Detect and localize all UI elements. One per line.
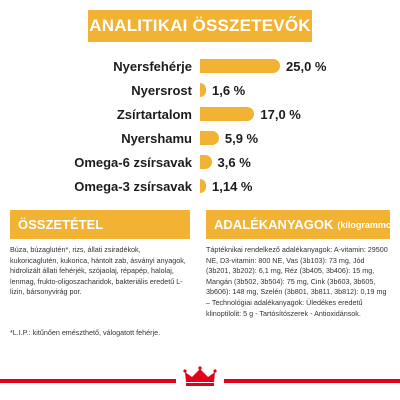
composition-footnote: *L.I.P.: kitűnően emészthető, válogatott… bbox=[10, 328, 161, 337]
nutrient-label: Omega-6 zsírsavak bbox=[74, 154, 192, 170]
nutrient-row: Nyershamu 5,9 % bbox=[0, 128, 400, 148]
nutrient-value: 25,0 % bbox=[286, 58, 327, 74]
additives-header: ADALÉKANYAGOK (kilogrammonként) bbox=[206, 210, 390, 239]
nutrient-bar bbox=[200, 155, 212, 169]
nutrient-row: Omega-3 zsírsavak 1,14 % bbox=[0, 176, 400, 196]
nutrient-value: 1,6 % bbox=[212, 82, 246, 98]
nutrient-label: Nyersfehérje bbox=[113, 58, 192, 74]
composition-text: Búza, búzaglutén*, rizs, állati zsiradék… bbox=[10, 245, 186, 297]
nutrient-row: Nyersrost 1,6 % bbox=[0, 80, 400, 100]
nutrient-bar bbox=[200, 131, 219, 145]
nutrient-value: 17,0 % bbox=[260, 106, 301, 122]
brand-divider-right bbox=[224, 379, 400, 383]
additives-header-label: ADALÉKANYAGOK bbox=[214, 217, 334, 232]
nutrient-bar bbox=[200, 59, 280, 73]
nutrient-row: Omega-6 zsírsavak 3,6 % bbox=[0, 152, 400, 172]
nutrient-bar bbox=[200, 83, 206, 97]
nutrient-label: Zsírtartalom bbox=[116, 106, 192, 122]
nutrient-value: 3,6 % bbox=[217, 154, 251, 170]
nutrient-label: Nyersrost bbox=[131, 82, 192, 98]
nutrient-label: Nyershamu bbox=[121, 130, 192, 146]
crown-icon bbox=[183, 366, 217, 386]
composition-header-label: ÖSSZETÉTEL bbox=[18, 217, 104, 232]
additives-text: Táptéknikai rendelkező adalékanyagok: A-… bbox=[206, 245, 388, 318]
nutrient-bar bbox=[200, 107, 255, 121]
nutrient-bar bbox=[200, 179, 206, 193]
nutrient-label: Omega-3 zsírsavak bbox=[74, 178, 192, 194]
nutrient-value: 1,14 % bbox=[212, 178, 253, 194]
section-title-analytical: ANALITIKAI ÖSSZETEVŐK bbox=[88, 10, 312, 42]
nutrient-value: 5,9 % bbox=[224, 130, 259, 146]
brand-divider-left bbox=[0, 379, 176, 383]
nutrient-row: Zsírtartalom 17,0 % bbox=[0, 104, 400, 124]
composition-header: ÖSSZETÉTEL bbox=[10, 210, 190, 239]
nutrient-row: Nyersfehérje 25,0 % bbox=[0, 56, 400, 76]
additives-header-note: (kilogrammonként) bbox=[337, 219, 390, 230]
